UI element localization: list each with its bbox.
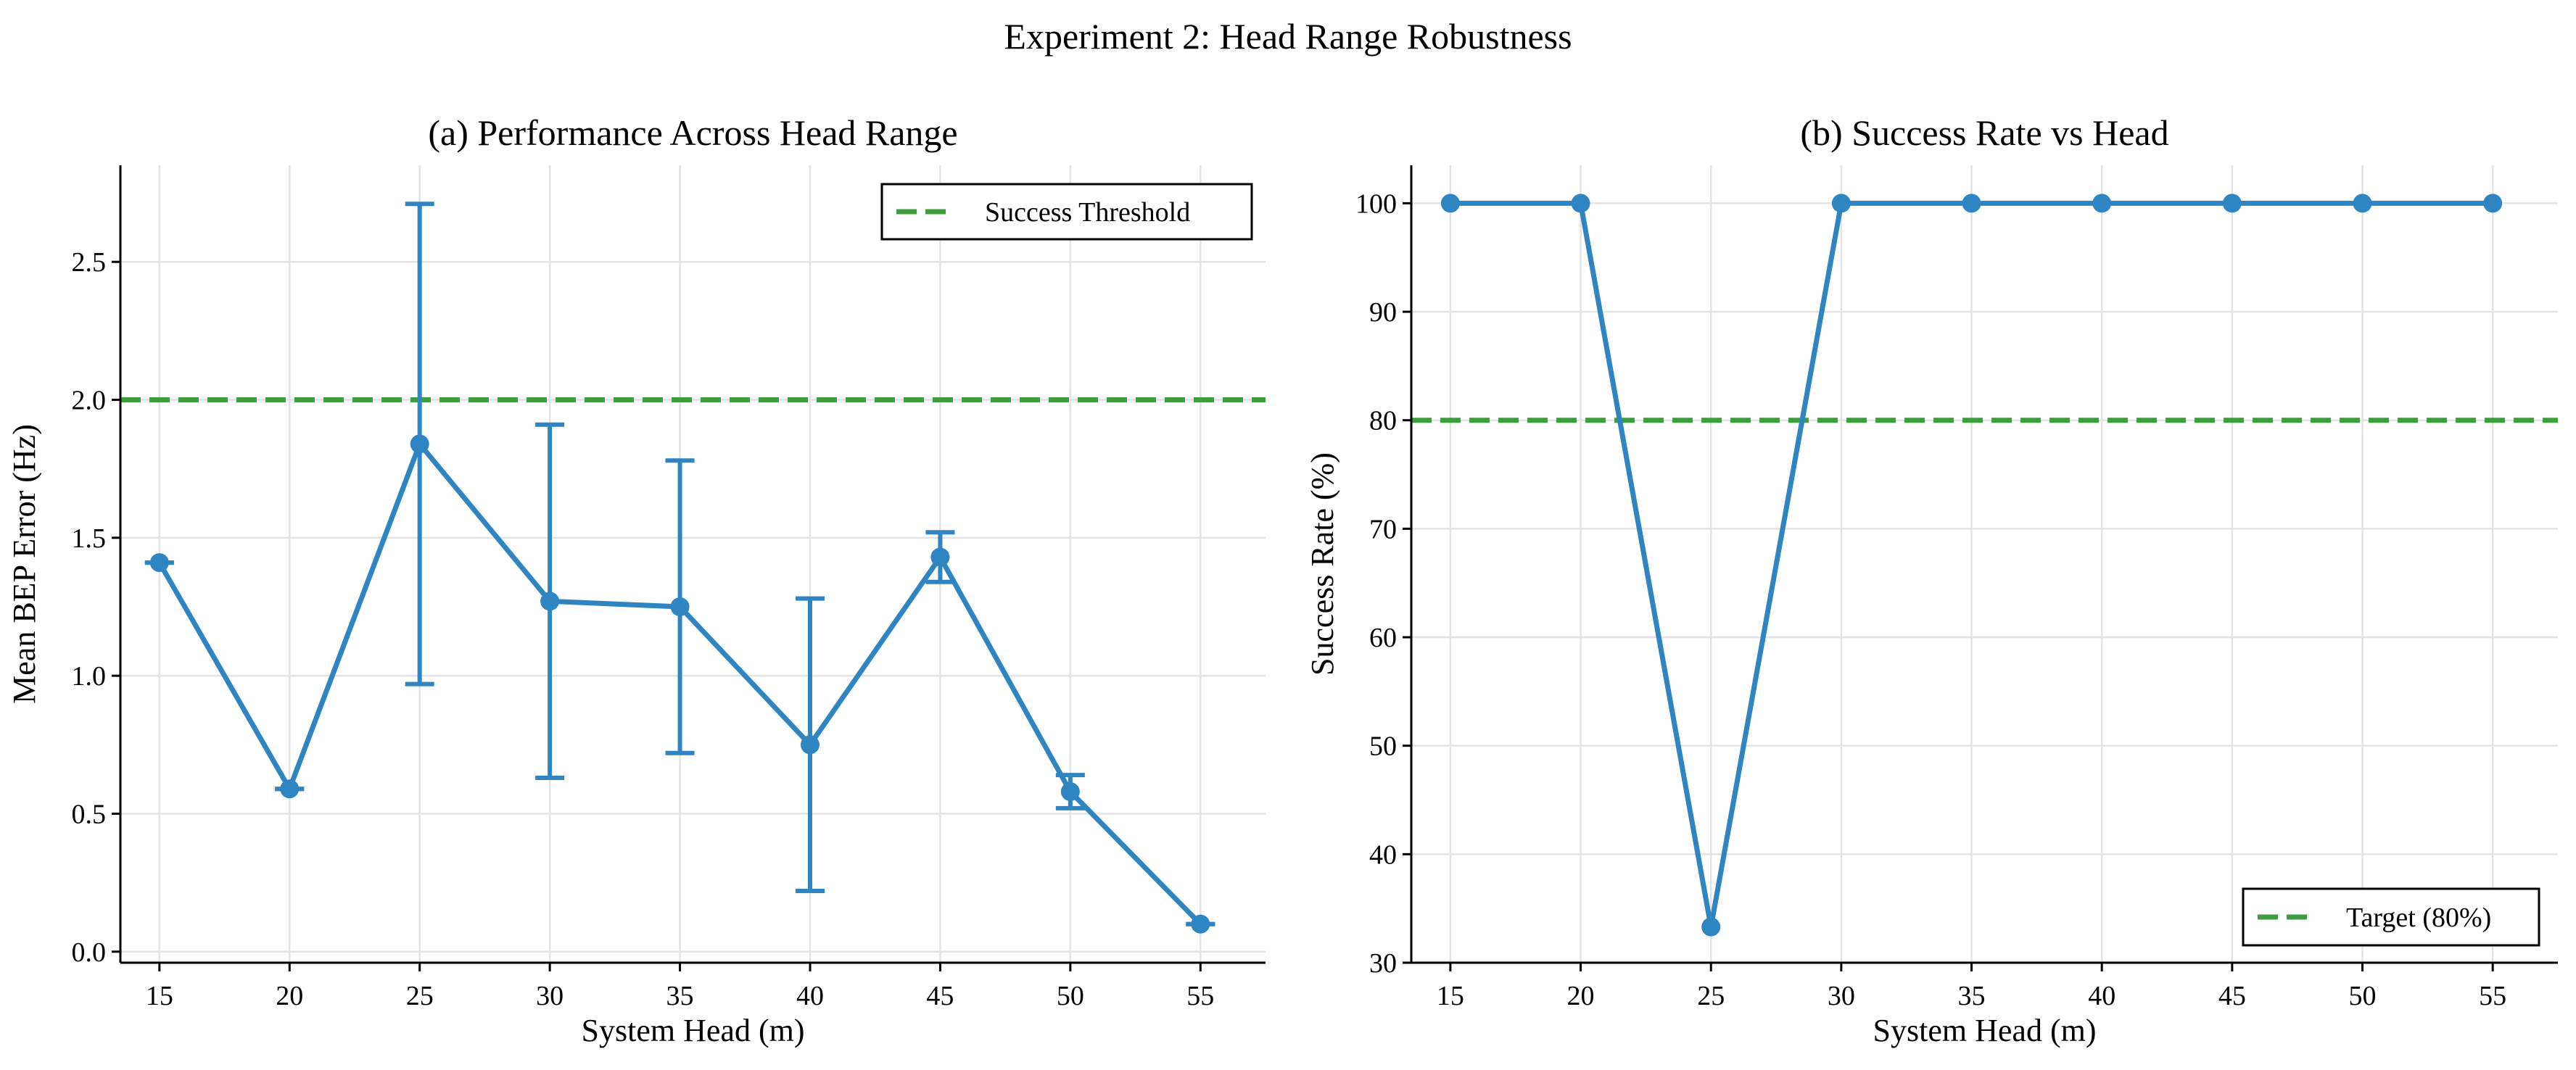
panel-b: 15 20 25 30 35 40 45 50 55 30 40 50 60 70 80 90 100 (b) S… <box>1305 112 2558 1048</box>
x-tick-label: 20 <box>276 981 303 1011</box>
data-point <box>1440 194 1460 213</box>
x-tick-label: 30 <box>1828 981 1855 1011</box>
x-tick-label: 25 <box>406 981 434 1011</box>
panel-title: (b) Success Rate vs Head <box>1800 112 2168 153</box>
data-point <box>1191 914 1210 934</box>
y-tick-label: 2.5 <box>72 247 107 278</box>
x-axis-label: System Head (m) <box>1873 1013 2097 1048</box>
y-axis-label: Success Rate (%) <box>1305 452 1340 676</box>
x-tick-label: 30 <box>536 981 564 1011</box>
legend-label: Success Threshold <box>985 197 1190 228</box>
figure-title: Experiment 2: Head Range Robustness <box>1004 16 1572 57</box>
data-point <box>1701 917 1721 937</box>
data-point <box>2483 194 2503 213</box>
x-tick-label: 40 <box>796 981 824 1011</box>
y-tick-label: 90 <box>1369 297 1397 328</box>
y-tick-label: 40 <box>1369 839 1397 870</box>
data-point <box>930 547 950 567</box>
y-tick-label: 2.0 <box>72 386 107 416</box>
data-point <box>2092 194 2112 213</box>
y-tick-label: 30 <box>1369 948 1397 979</box>
data-point <box>410 434 429 454</box>
x-tick-label: 20 <box>1567 981 1595 1011</box>
x-tick-label: 15 <box>1437 981 1464 1011</box>
data-point <box>1060 782 1080 802</box>
x-tick-label: 45 <box>926 981 954 1011</box>
y-tick-label: 0.5 <box>72 799 107 829</box>
data-point <box>280 779 300 799</box>
data-point <box>1571 194 1590 213</box>
data-point <box>1962 194 1981 213</box>
y-tick-label: 80 <box>1369 406 1397 436</box>
y-tick-label: 100 <box>1355 188 1397 219</box>
x-tick-label: 45 <box>2218 981 2246 1011</box>
x-tick-label: 50 <box>2349 981 2377 1011</box>
legend-label: Target (80%) <box>2346 903 2491 933</box>
y-tick-label: 50 <box>1369 731 1397 762</box>
x-tick-label: 35 <box>1958 981 1986 1011</box>
x-tick-label: 15 <box>146 981 173 1011</box>
legend: Success Threshold <box>880 183 1253 241</box>
data-point <box>540 592 560 611</box>
x-tick-label: 35 <box>666 981 694 1011</box>
data-point <box>800 735 820 755</box>
y-axis-label: Mean BEP Error (Hz) <box>7 424 42 704</box>
y-tick-label: 1.0 <box>72 661 107 692</box>
data-point <box>2353 194 2372 213</box>
data-point <box>670 597 690 616</box>
y-tick-label: 70 <box>1369 514 1397 544</box>
x-axis-label: System Head (m) <box>582 1013 805 1048</box>
data-point <box>149 553 169 573</box>
data-point <box>1831 194 1851 213</box>
y-tick-label: 0.0 <box>72 937 107 968</box>
x-tick-label: 40 <box>2088 981 2115 1011</box>
x-tick-label: 50 <box>1057 981 1084 1011</box>
x-tick-label: 55 <box>2479 981 2506 1011</box>
y-tick-label: 1.5 <box>72 523 107 554</box>
x-tick-label: 55 <box>1186 981 1214 1011</box>
x-tick-label: 25 <box>1697 981 1725 1011</box>
panel-title: (a) Performance Across Head Range <box>428 112 957 153</box>
data-point <box>2222 194 2242 213</box>
y-tick-label: 60 <box>1369 623 1397 653</box>
panel-a: 15 20 25 30 35 40 45 50 55 0.0 0.5 1.0 1.5 2.0 2.5 (a) … <box>7 112 1266 1048</box>
legend: Target (80%) <box>2242 887 2540 947</box>
